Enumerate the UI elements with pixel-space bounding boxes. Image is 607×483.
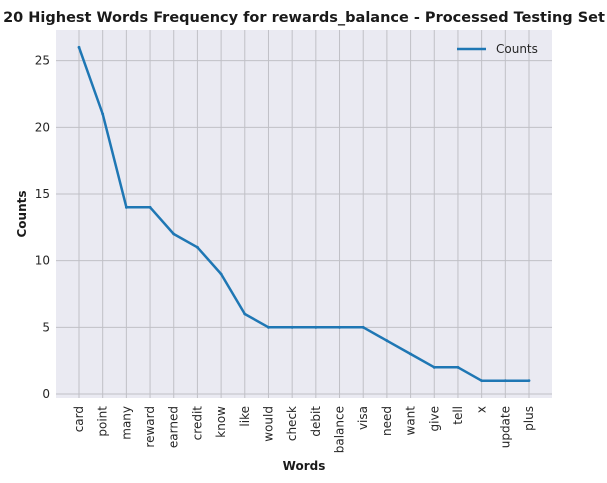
- data-point: [409, 352, 412, 356]
- data-point: [148, 205, 152, 209]
- x-tick-label: want: [404, 406, 418, 436]
- y-tick-label: 5: [42, 320, 50, 334]
- y-tick-label: 15: [35, 187, 50, 201]
- data-point: [361, 325, 365, 329]
- x-tick-label: like: [238, 406, 252, 427]
- data-point: [314, 325, 318, 329]
- data-point: [172, 232, 176, 236]
- series-line-counts: [77, 46, 529, 382]
- series-layer: [77, 45, 531, 383]
- x-tick-label: visa: [356, 406, 370, 430]
- x-tick-label: card: [72, 406, 86, 432]
- x-tick-label: point: [96, 406, 110, 437]
- x-tick-label: earned: [167, 406, 181, 448]
- data-point: [456, 365, 460, 369]
- data-point: [196, 245, 199, 249]
- data-point: [432, 365, 436, 369]
- data-point: [124, 205, 128, 209]
- data-point: [77, 45, 81, 49]
- x-tick-label: credit: [190, 406, 204, 441]
- y-tick-label: 20: [35, 120, 50, 134]
- data-point: [480, 379, 484, 383]
- data-point: [338, 325, 341, 329]
- x-tick-label: give: [427, 406, 441, 431]
- data-point: [267, 325, 270, 329]
- x-tick-label: tell: [451, 406, 465, 425]
- data-point: [290, 325, 294, 329]
- y-tick-label: 25: [35, 54, 50, 68]
- legend-label: Counts: [496, 42, 538, 56]
- y-axis-label: Counts: [15, 190, 29, 237]
- y-tick-label: 10: [35, 254, 50, 268]
- plot-area: [56, 30, 552, 398]
- grid: [56, 30, 552, 398]
- x-tick-label: check: [285, 406, 299, 441]
- data-point: [101, 112, 105, 116]
- data-point: [527, 379, 531, 383]
- data-point: [243, 312, 247, 316]
- x-tick-label: need: [380, 406, 394, 436]
- data-point: [385, 339, 389, 343]
- y-tick-label: 0: [42, 387, 50, 401]
- x-axis-label: Words: [283, 459, 326, 473]
- x-tick-label: balance: [333, 406, 347, 453]
- x-tick-label: many: [119, 406, 133, 440]
- x-tick-label: know: [214, 406, 228, 438]
- x-tick-label: update: [498, 406, 512, 448]
- y-tick-labels: 0 5 10 15 20 25: [35, 54, 50, 401]
- x-tick-label: would: [261, 406, 275, 442]
- legend: Counts: [457, 42, 538, 56]
- x-tick-labels: card point many reward earned credit know like w…: [72, 406, 536, 454]
- chart-title: 20 Highest Words Frequency for rewards_b…: [3, 10, 605, 26]
- x-tick-label: plus: [522, 406, 536, 431]
- x-tick-label: debit: [309, 406, 323, 437]
- data-point: [503, 379, 507, 383]
- x-tick-label: reward: [143, 406, 157, 448]
- x-tick-label: x: [475, 406, 489, 413]
- data-point: [219, 272, 223, 276]
